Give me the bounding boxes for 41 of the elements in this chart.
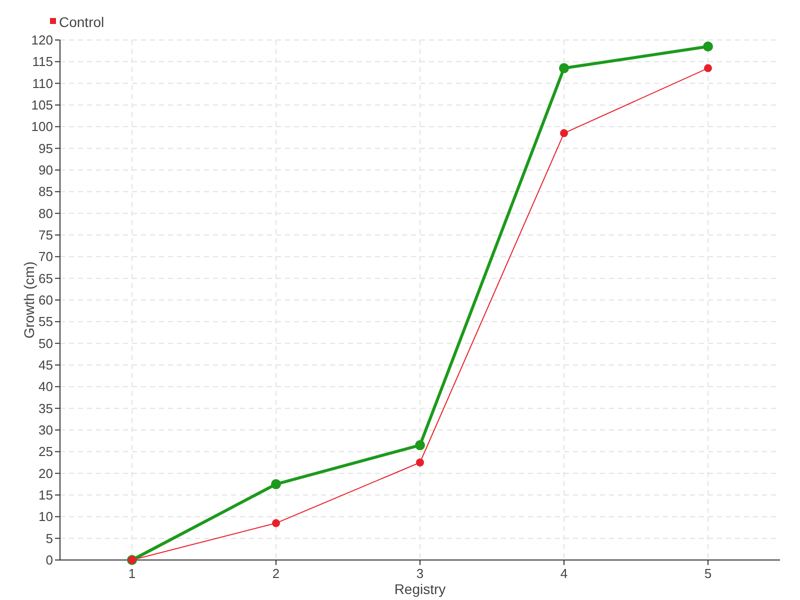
point xyxy=(416,458,424,466)
y-tick-label: 75 xyxy=(38,228,53,243)
y-tick-label: 115 xyxy=(32,54,53,70)
y-tick-label: 105 xyxy=(31,98,53,113)
y-tick-label: 5 xyxy=(46,530,53,546)
point xyxy=(704,64,712,72)
x-tick-label: 2 xyxy=(272,566,280,581)
y-tick-label: 100 xyxy=(31,119,53,134)
y-tick-label: 65 xyxy=(38,270,53,286)
y-tick-label: 10 xyxy=(38,509,53,524)
x-tick-label: 3 xyxy=(416,566,424,581)
y-tick-label: 110 xyxy=(32,76,53,91)
y-tick-label: 15 xyxy=(38,488,53,503)
y-tick-label: 90 xyxy=(38,162,53,178)
y-tick-label: 30 xyxy=(38,422,53,438)
point xyxy=(559,63,569,74)
y-tick-label: 25 xyxy=(38,444,53,460)
y-tick-label: 85 xyxy=(38,184,53,200)
y-tick-label: 55 xyxy=(38,314,53,330)
y-tick-label: 60 xyxy=(38,292,53,308)
point xyxy=(271,479,281,490)
y-tick-label: 120 xyxy=(31,32,53,48)
y-tick-label: 35 xyxy=(38,400,53,416)
y-tick-label: 95 xyxy=(38,140,53,156)
y-tick-label: 80 xyxy=(38,206,53,221)
x-tick-label: 5 xyxy=(704,566,712,581)
x-tick-label: 1 xyxy=(128,566,136,581)
y-tick-label: 70 xyxy=(38,249,53,264)
point xyxy=(703,42,713,52)
point xyxy=(272,519,280,528)
point xyxy=(560,129,568,138)
y-tick-label: 20 xyxy=(38,466,53,481)
y-axis-title: Growth (cm) xyxy=(21,262,37,338)
y-tick-label: 40 xyxy=(38,379,53,394)
y-tick-label: 0 xyxy=(46,552,53,568)
point xyxy=(415,440,425,450)
y-tick-label: 45 xyxy=(38,358,53,373)
x-axis-title: Registry xyxy=(394,581,446,597)
x-tick-label: 4 xyxy=(560,566,568,581)
y-tick-label: 50 xyxy=(38,336,53,351)
legend-label: Control xyxy=(59,14,104,30)
